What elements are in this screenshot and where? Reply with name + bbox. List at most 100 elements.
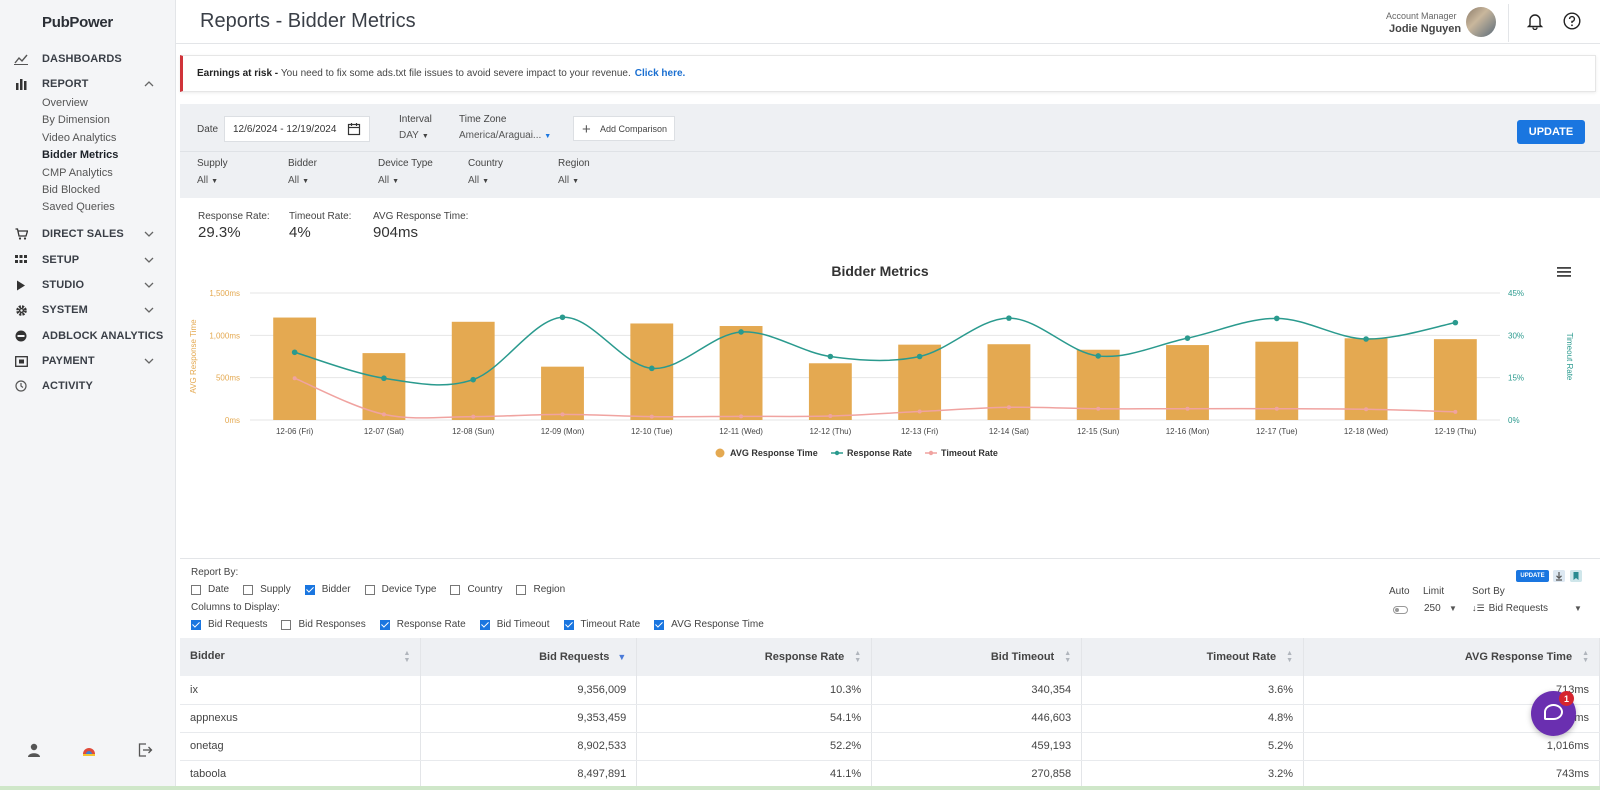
checkbox[interactable] — [304, 584, 315, 595]
checkbox[interactable] — [379, 619, 390, 630]
column-timeout-rate[interactable]: Timeout Rate — [563, 619, 640, 630]
add-comparison-button[interactable]: + Add Comparison — [573, 116, 675, 141]
y2-axis-tick-label: 45% — [1508, 289, 1524, 298]
sidebar-sub-bidder-metrics[interactable]: Bidder Metrics — [42, 149, 119, 161]
chevron-down-icon[interactable] — [142, 354, 156, 368]
chevron-down-icon[interactable] — [142, 303, 156, 317]
user-icon[interactable] — [26, 742, 42, 758]
browser-extension-icon[interactable] — [81, 742, 97, 758]
bidder-select[interactable]: All ▼ — [288, 175, 309, 186]
sort-icon[interactable]: ▲ ▼ — [403, 650, 411, 664]
interval-select[interactable]: DAY ▼ — [399, 130, 429, 141]
chevron-up-icon[interactable] — [142, 77, 156, 91]
caret-down-icon[interactable]: ▼ — [1449, 604, 1457, 613]
sort-icon[interactable]: ▲ ▼ — [1064, 650, 1072, 664]
auto-toggle[interactable] — [1393, 606, 1408, 614]
update-button[interactable]: UPDATE — [1517, 120, 1585, 144]
sidebar-item-activity[interactable]: ACTIVITY — [0, 376, 176, 396]
checkbox[interactable] — [191, 584, 201, 595]
table-row[interactable]: onetag 8,902,533 52.2% 459,193 5.2% 1,016ms — [180, 732, 1600, 761]
column-bid-responses[interactable]: Bid Responses — [281, 619, 366, 630]
table-update-button[interactable]: UPDATE — [1516, 570, 1549, 582]
sidebar-item-dashboards[interactable]: DASHBOARDS — [0, 49, 176, 69]
download-icon[interactable] — [1553, 570, 1565, 582]
checkbox[interactable] — [516, 584, 527, 595]
bar — [1433, 339, 1477, 420]
sort-icon[interactable]: ▲ ▼ — [854, 650, 862, 664]
device-type-select[interactable]: All ▼ — [378, 175, 399, 186]
hamburger-menu-icon[interactable] — [1557, 266, 1571, 278]
sidebar-item-studio[interactable]: STUDIO — [0, 275, 176, 295]
help-icon[interactable] — [1563, 12, 1581, 30]
alert-link[interactable]: Click here. — [634, 68, 686, 79]
column-header-timeout-rate[interactable]: Timeout Rate ▲ ▼ — [1081, 638, 1305, 676]
checkbox[interactable] — [364, 584, 375, 595]
bell-icon[interactable] — [1526, 12, 1544, 30]
calendar-icon[interactable] — [347, 122, 361, 136]
sidebar-sub-saved-queries[interactable]: Saved Queries — [42, 201, 115, 213]
report-by-country[interactable]: Country — [450, 584, 502, 595]
legend-label[interactable]: AVG Response Time — [730, 448, 818, 458]
column-header-response-rate[interactable]: Response Rate ▲ ▼ — [636, 638, 873, 676]
sidebar-item-system[interactable]: SYSTEM — [0, 300, 176, 320]
checkbox[interactable] — [479, 619, 490, 630]
column-avg-response-time[interactable]: AVG Response Time — [654, 619, 764, 630]
sidebar-sub-by-dimension[interactable]: By Dimension — [42, 114, 110, 126]
column-header-bidder[interactable]: Bidder ▲ ▼ — [180, 638, 422, 676]
checkbox[interactable] — [654, 619, 665, 630]
column-bid-requests[interactable]: Bid Requests — [191, 619, 267, 630]
report-by-supply[interactable]: Supply — [243, 584, 291, 595]
legend-label[interactable]: Response Rate — [847, 448, 912, 458]
table-row[interactable]: ix 9,356,009 10.3% 340,354 3.6% 713ms — [180, 676, 1600, 705]
country-select[interactable]: All ▼ — [468, 175, 489, 186]
sort-by-select[interactable]: ↓☰ Bid Requests — [1472, 603, 1548, 614]
caret-down-icon[interactable]: ▼ — [1574, 604, 1582, 613]
sidebar-sub-bid-blocked[interactable]: Bid Blocked — [42, 184, 101, 196]
pubpower-logo[interactable]: PubPower — [42, 14, 113, 31]
report-by-device-type[interactable]: Device Type — [364, 584, 436, 595]
column-response-rate[interactable]: Response Rate — [379, 619, 466, 630]
date-range-input[interactable]: 12/6/2024 - 12/19/2024 — [224, 116, 370, 142]
sidebar-item-direct-sales[interactable]: DIRECT SALES — [0, 224, 176, 244]
report-by-region[interactable]: Region — [516, 584, 565, 595]
sidebar-item-setup[interactable]: SETUP — [0, 250, 176, 270]
checkbox[interactable] — [450, 584, 461, 595]
timeout-rate-line — [294, 377, 1456, 419]
chevron-down-icon[interactable] — [142, 278, 156, 292]
avg-response-time-value: 904ms — [373, 224, 419, 241]
report-by-bidder[interactable]: Bidder — [304, 584, 351, 595]
caret-down-icon: ▼ — [482, 178, 490, 185]
sort-desc-icon[interactable]: ▼ — [617, 652, 627, 662]
avatar[interactable] — [1466, 7, 1496, 37]
chevron-down-icon[interactable] — [142, 253, 156, 267]
sidebar-item-report[interactable]: REPORT — [0, 74, 176, 94]
region-select[interactable]: All ▼ — [558, 175, 579, 186]
sidebar-item-adblock-analytics[interactable]: ADBLOCK ANALYTICS — [0, 326, 176, 346]
sort-icon[interactable]: ▲ ▼ — [1286, 650, 1294, 664]
checkbox[interactable] — [243, 584, 254, 595]
sort-icon[interactable]: ▲ ▼ — [1582, 650, 1589, 664]
checkbox[interactable] — [191, 619, 201, 630]
limit-select[interactable]: 250 — [1424, 603, 1441, 614]
logout-icon[interactable] — [137, 742, 153, 758]
column-bid-timeout[interactable]: Bid Timeout — [479, 619, 550, 630]
sidebar-item-payment[interactable]: PAYMENT — [0, 351, 176, 371]
timezone-select[interactable]: America/Araguai... ▼ — [459, 130, 551, 141]
sidebar-sub-video-analytics[interactable]: Video Analytics — [42, 132, 117, 144]
report-by-date[interactable]: Date — [191, 584, 229, 595]
column-header-bid-requests[interactable]: Bid Requests ▼ — [420, 638, 638, 676]
sidebar-sub-cmp-analytics[interactable]: CMP Analytics — [42, 167, 113, 179]
legend-label[interactable]: Timeout Rate — [941, 448, 998, 458]
checkbox-label: Supply — [260, 584, 291, 595]
sidebar-sub-overview[interactable]: Overview — [42, 97, 88, 109]
checkbox[interactable] — [281, 619, 292, 630]
caret-down-icon: ▼ — [211, 178, 219, 185]
table-row[interactable]: taboola 8,497,891 41.1% 270,858 3.2% 743ms — [180, 760, 1600, 789]
bookmark-icon[interactable] — [1570, 570, 1582, 582]
supply-select[interactable]: All ▼ — [197, 175, 218, 186]
chevron-down-icon[interactable] — [142, 227, 156, 241]
column-header-avg-response-time[interactable]: AVG Response Time ▲ ▼ — [1303, 638, 1600, 676]
checkbox[interactable] — [563, 619, 574, 630]
column-header-bid-timeout[interactable]: Bid Timeout ▲ ▼ — [871, 638, 1083, 676]
